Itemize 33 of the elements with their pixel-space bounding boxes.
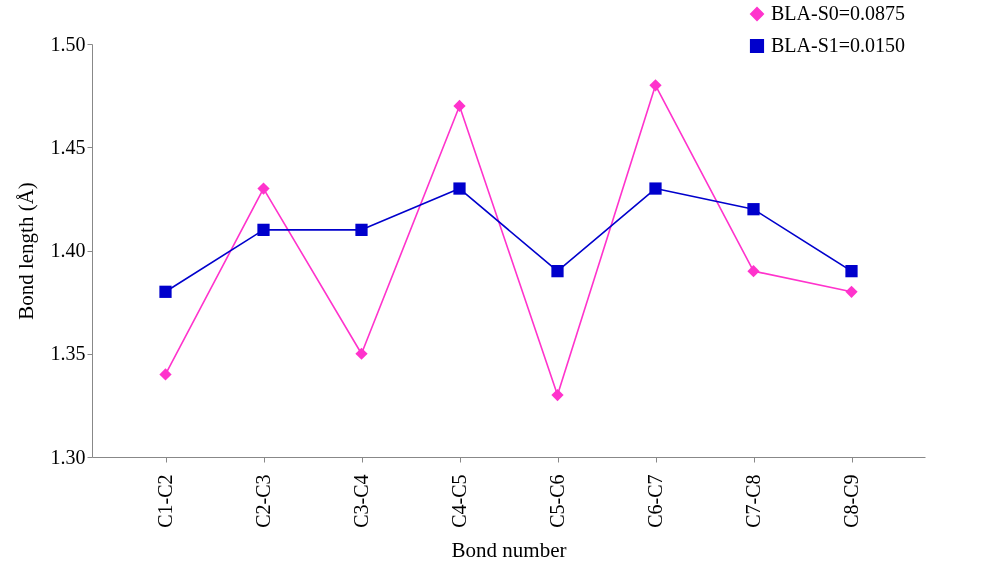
x-tick-label: C2-C3	[252, 474, 274, 528]
y-tick-label: 1.50	[50, 32, 86, 55]
y-axis-title: Bond length (Å)	[13, 182, 38, 320]
point	[551, 265, 564, 278]
point	[159, 368, 172, 381]
y-tick-label: 1.45	[50, 135, 86, 158]
point	[355, 347, 368, 360]
y-tick-label: 1.40	[50, 239, 86, 261]
point	[649, 182, 662, 195]
x-tick-label: C1-C2	[154, 474, 176, 528]
legend-label: BLA-S0=0.0875	[771, 2, 906, 24]
y-tick-label: 1.30	[50, 445, 86, 468]
point	[159, 285, 172, 298]
x-tick-label: C5-C6	[546, 474, 568, 528]
point	[257, 182, 270, 195]
x-tick-label: C3-C4	[350, 474, 372, 528]
x-tick-label: C8-C9	[840, 474, 862, 528]
point	[845, 285, 858, 298]
point	[747, 203, 760, 216]
point	[845, 265, 858, 278]
x-tick-label: C7-C8	[742, 474, 764, 528]
x-tick-label: C4-C5	[448, 474, 470, 528]
point	[257, 223, 270, 236]
x-axis-title: Bond number	[451, 537, 567, 561]
legend-label: BLA-S1=0.0150	[771, 34, 906, 56]
point	[355, 223, 368, 236]
point	[649, 79, 662, 92]
point	[453, 182, 466, 195]
point	[453, 99, 466, 113]
y-tick-label: 1.35	[50, 342, 86, 365]
x-tick-label: C6-C7	[644, 474, 666, 528]
point	[747, 265, 760, 278]
point	[551, 388, 564, 402]
